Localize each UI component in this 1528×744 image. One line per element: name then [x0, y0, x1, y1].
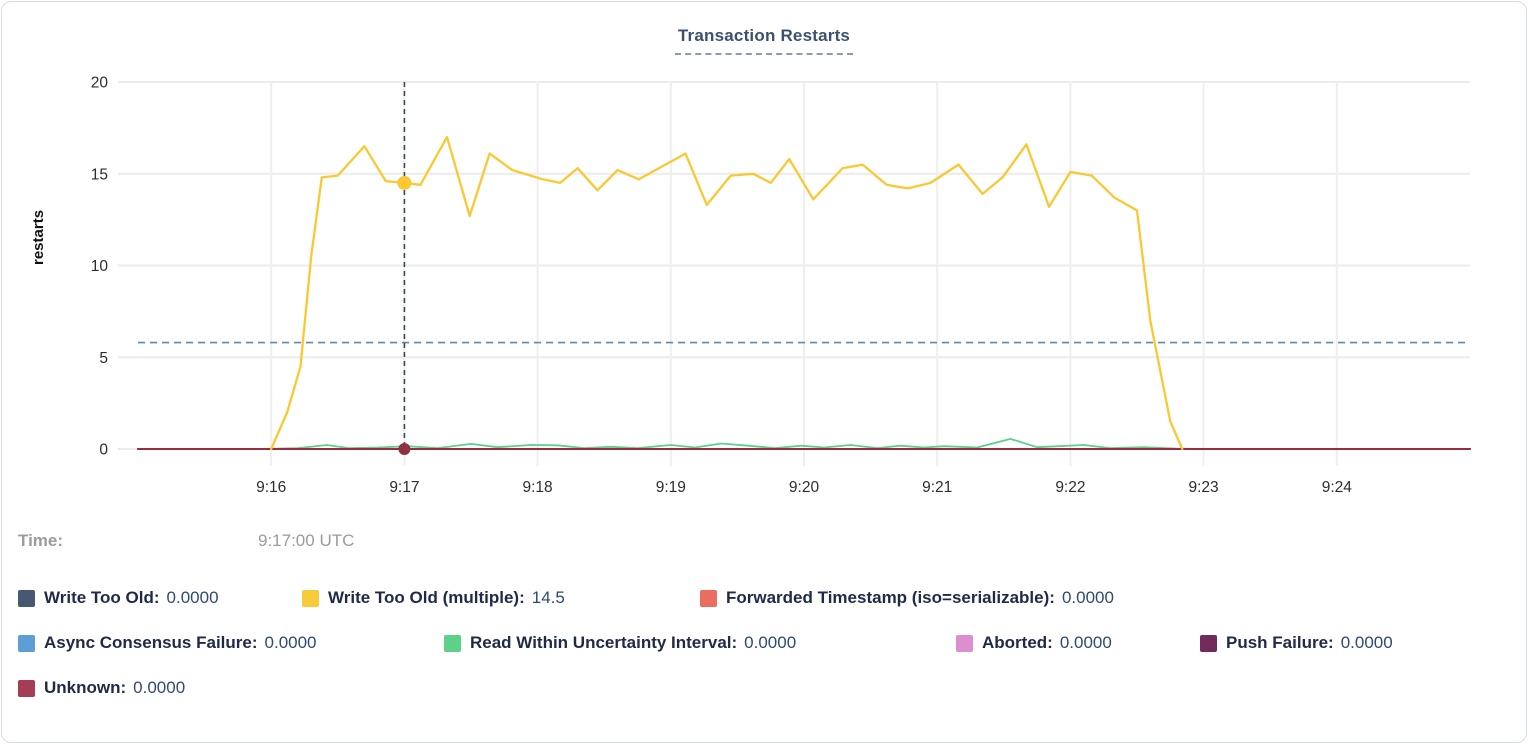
legend-item-label: Push Failure:	[1226, 633, 1334, 652]
legend-item-value: 14.5	[531, 588, 565, 607]
legend-item-label: Read Within Uncertainty Interval:	[470, 633, 738, 652]
legend-item-aborted[interactable]: Aborted: 0.0000	[956, 633, 1112, 653]
legend-item-value: 0.0000	[1059, 633, 1112, 652]
legend-item-value: 0.0000	[264, 633, 317, 652]
x-tick-label: 9:19	[656, 479, 686, 496]
legend-item-label: Unknown:	[44, 678, 127, 697]
legend-item-push-failure[interactable]: Push Failure: 0.0000	[1200, 633, 1393, 653]
legend-item-read-within-uncertainty-interval[interactable]: Read Within Uncertainty Interval: 0.0000	[444, 633, 796, 653]
legend-swatch	[18, 634, 35, 652]
series-line-write-too-old-multiple	[270, 135, 1184, 451]
legend-item-write-too-old[interactable]: Write Too Old: 0.0000	[18, 588, 219, 608]
legend-item-label: Aborted:	[982, 633, 1053, 652]
x-tick-label: 9:23	[1189, 479, 1219, 496]
legend-item-value: 0.0000	[744, 633, 797, 652]
legend-item-async-consensus-failure[interactable]: Async Consensus Failure: 0.0000	[18, 633, 317, 653]
legend-item-value: 0.0000	[1061, 588, 1114, 607]
x-tick-label: 9:21	[922, 479, 952, 496]
y-tick-label: 20	[91, 75, 109, 92]
legend-item-value: 0.0000	[133, 678, 186, 697]
legend-item-label: Async Consensus Failure:	[44, 633, 258, 652]
chart-title: Transaction Restarts	[674, 26, 854, 55]
x-tick-label: 9:18	[523, 479, 553, 496]
time-value: 9:17:00 UTC	[258, 531, 355, 550]
legend-item-value: 0.0000	[1340, 633, 1393, 652]
series-line-read-within-uncertainty-interval	[256, 437, 1205, 450]
legend-swatch	[700, 589, 717, 607]
legend-item-value: 0.0000	[166, 588, 219, 607]
legend-item-write-too-old-multiple[interactable]: Write Too Old (multiple): 14.5	[302, 588, 565, 608]
hover-dot-write-too-old-multiple	[397, 175, 412, 190]
legend-swatch	[302, 589, 319, 607]
legend-row: Unknown: 0.0000	[18, 678, 1508, 704]
y-tick-label: 15	[91, 166, 108, 183]
x-tick-label: 9:20	[789, 479, 820, 496]
legend-item-label: Forwarded Timestamp (iso=serializable):	[726, 588, 1055, 607]
y-tick-label: 0	[99, 442, 108, 459]
legend-swatch	[956, 634, 973, 652]
transaction-restarts-chart[interactable]: 0 5 10 15 20 9:16 9:17 9:18 9:19 9:20 9:21 9:22 9:23…	[0, 0, 1528, 512]
x-tick-label: 9:16	[256, 479, 286, 496]
time-label: Time:	[18, 531, 64, 550]
legend-item-unknown[interactable]: Unknown: 0.0000	[18, 678, 185, 698]
y-tick-label: 5	[99, 350, 108, 367]
hover-dot-unknown	[398, 443, 411, 455]
legend-swatch	[444, 634, 461, 652]
legend-item-label: Write Too Old (multiple):	[328, 588, 525, 607]
x-tick-label: 9:24	[1322, 479, 1353, 496]
x-tick-label: 9:17	[389, 479, 419, 496]
y-tick-label: 10	[91, 258, 109, 275]
legend-swatch	[1200, 634, 1217, 652]
legend-row: Write Too Old: 0.0000 Write Too Old (multi…	[18, 588, 1508, 614]
legend-swatch	[18, 679, 35, 697]
legend-swatch	[18, 589, 35, 607]
x-tick-label: 9:22	[1055, 479, 1085, 496]
legend-row: Async Consensus Failure: 0.0000 Read Withi…	[18, 633, 1508, 659]
legend-item-forwarded-timestamp-iso-serializable[interactable]: Forwarded Timestamp (iso=serializable): 0…	[700, 588, 1114, 608]
legend-item-label: Write Too Old:	[44, 588, 160, 607]
